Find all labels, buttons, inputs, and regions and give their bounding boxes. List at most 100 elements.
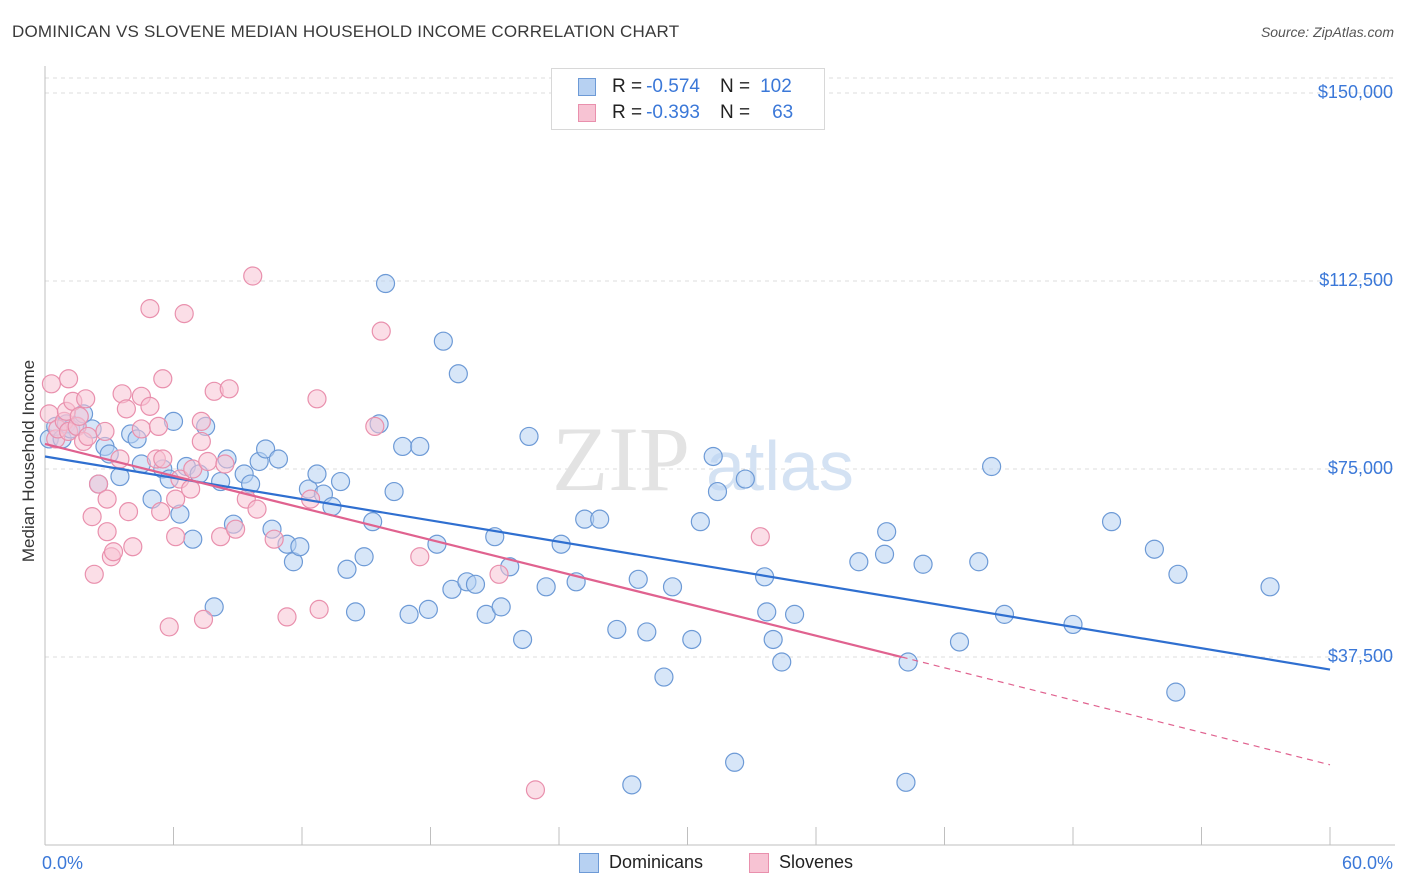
axes [44, 66, 1395, 846]
y-tick-label: $75,000 [1328, 458, 1393, 478]
slovene-point [88, 474, 109, 494]
dominican-point [491, 597, 511, 617]
dominican-point [849, 552, 869, 572]
slovene-point [226, 519, 246, 539]
slovene-point [309, 599, 329, 619]
dominicans-legend-label: Dominicans [609, 852, 704, 872]
dominicans-swatch [578, 78, 596, 96]
slovene-point [193, 609, 214, 630]
dominican-point [384, 481, 404, 502]
dominican-point [1101, 512, 1122, 532]
slovene-point [198, 451, 218, 472]
x-tick-label-max: 60.0% [1342, 853, 1393, 873]
dominican-point [654, 667, 674, 687]
slovene-point [307, 389, 327, 409]
dominican-point [268, 449, 289, 469]
slovene-point [97, 522, 117, 542]
chart-title: DOMINICAN VS SLOVENE MEDIAN HOUSEHOLD IN… [12, 22, 680, 41]
slovene-point [750, 527, 770, 547]
series-slovenes [39, 266, 770, 800]
correlation-legend: R = -0.574 N = 102 R = -0.393 N = 63 [551, 68, 825, 130]
chart-source: Source: ZipAtlas.com [1260, 24, 1394, 40]
watermark-atlas: atlas [706, 427, 854, 505]
slovene-point [277, 607, 297, 627]
slovene-point [97, 489, 117, 509]
dominican-point [735, 469, 755, 489]
dominican-point [476, 604, 496, 624]
r-label: R = [612, 76, 643, 97]
dominican-point [1144, 539, 1164, 559]
dominican-point [519, 426, 539, 447]
watermark-zip: ZIP [552, 408, 690, 510]
dominican-point [255, 439, 276, 459]
dominican-point [784, 604, 805, 624]
dominican-point [290, 537, 310, 557]
dominican-point [690, 512, 710, 532]
y-tick-label: $150,000 [1318, 82, 1393, 102]
n-label: N = [719, 102, 751, 123]
slovene-point [191, 431, 211, 452]
legend-item-slovenes: Slovenes [749, 852, 853, 873]
slovene-point [489, 564, 509, 584]
slovenes-legend-swatch [749, 852, 769, 873]
dominican-point [637, 622, 657, 642]
slovene-point [211, 527, 231, 547]
slovene-point [159, 617, 179, 637]
dominican-point [982, 456, 1002, 477]
slovene-point [95, 421, 115, 442]
slovene-point [103, 542, 124, 562]
x-tick-label-min: 0.0% [42, 853, 83, 873]
slovene-point [58, 369, 79, 389]
dominican-point [607, 619, 627, 640]
dominican-point [418, 599, 438, 619]
legend-item-dominicans: Dominicans [579, 852, 703, 873]
slovene-point [116, 399, 136, 419]
dominican-point [375, 273, 396, 294]
dominican-point [337, 559, 357, 579]
axis-labels: $37,500 $75,000 $112,500 $150,000 0.0% 60.0% M… [19, 82, 1393, 873]
y-axis-label: Median Household Income [19, 360, 38, 562]
slovene-point [183, 459, 203, 479]
slovene-point [219, 379, 239, 399]
dominican-point [1166, 682, 1186, 702]
slovene-point [264, 529, 284, 549]
slovene-point [365, 416, 385, 437]
slovene-point [41, 374, 62, 394]
n-value-slovenes: 63 [772, 102, 794, 123]
slovene-point [118, 502, 139, 522]
dominican-point [763, 629, 783, 650]
legend-row-slovenes: R = -0.393 N = 63 [578, 100, 793, 126]
gridlines [45, 77, 1395, 658]
y-tick-label: $112,500 [1319, 270, 1393, 290]
trend-lines [44, 442, 1331, 766]
dominican-point [877, 522, 897, 542]
slovene-point [82, 507, 102, 527]
slovene-point [153, 449, 173, 469]
dominican-point [898, 652, 918, 672]
dominican-point [1168, 564, 1188, 584]
dominican-point [703, 446, 723, 467]
dominican-point [622, 775, 642, 795]
dominican-point [465, 574, 486, 594]
dominicans-trend-line [44, 455, 1331, 671]
slovene-point [215, 454, 235, 474]
y-tick-label: $37,500 [1328, 646, 1393, 666]
slovene-point [140, 299, 160, 319]
n-value-dominicans: 102 [760, 76, 792, 97]
dominican-point [662, 577, 683, 597]
dominican-point [682, 629, 702, 650]
legend-row-dominicans: R = -0.574 N = 102 [578, 74, 792, 100]
watermark: ZIP atlas [552, 408, 854, 510]
dominican-point [399, 604, 419, 624]
slovene-point [166, 527, 186, 547]
dominicans-legend-swatch [579, 852, 599, 873]
slovene-point [84, 564, 104, 584]
dominican-point [590, 509, 610, 529]
dominican-point [874, 544, 895, 564]
dominican-point [442, 579, 462, 599]
dominican-point [393, 436, 413, 457]
slovenes-trend-line [44, 442, 902, 659]
dominican-point [183, 529, 203, 549]
dominican-point [512, 629, 533, 650]
dominican-point [354, 547, 374, 567]
